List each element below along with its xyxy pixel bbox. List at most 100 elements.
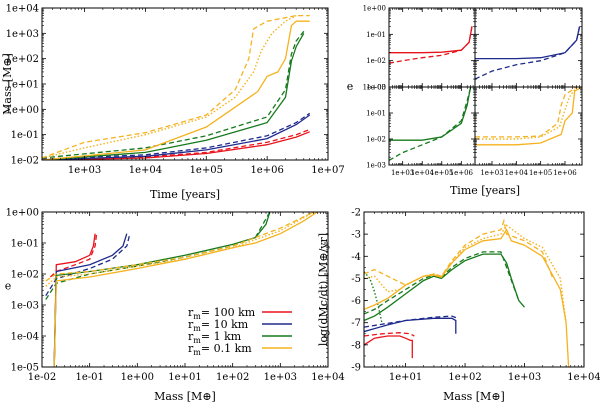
y-tick-label: -8 xyxy=(351,340,361,351)
legend-label: rm= 0.1 km xyxy=(188,342,252,357)
ecc-time-grid: 1e-031e-021e-011e+001e+031e+041e+051e+06… xyxy=(347,5,583,197)
series-line-r1-solid xyxy=(389,87,472,141)
x-tick-label: 1e+02 xyxy=(448,372,481,383)
legend-entry-r01: rm= 0.1 km xyxy=(188,342,292,357)
series-line-r1-solid xyxy=(42,32,305,160)
x-tick-label: 1e+04 xyxy=(411,169,435,177)
x-tick-label: 1e+06 xyxy=(553,169,577,177)
series-line-r10-dashed xyxy=(45,233,131,297)
accretion-rate-panel: 1e+01 1e+02 1e+03 1e+04 -9 -8 -7 -6 -5 -4 -3 -2 Mass… xyxy=(317,208,600,404)
x-tick-label: 1e+05 xyxy=(430,169,453,177)
x-tick-label: 1e+04 xyxy=(311,372,344,383)
y-tick-label: 1e+02 xyxy=(6,54,39,65)
y-tick-label: 1e-03 xyxy=(366,162,386,170)
ecc-subpanel-r01: 1e+03 1e+04 1e+05 1e+06 xyxy=(474,86,583,177)
x-tick-label: 1e+04 xyxy=(567,372,600,383)
y-tick-label: 1e-01 xyxy=(11,130,39,141)
series-line-r01-dotted xyxy=(364,224,567,323)
y-tick-label: -4 xyxy=(351,252,361,263)
x-tick-label: 1e+01 xyxy=(389,372,422,383)
series-line-r10-dashed xyxy=(42,112,311,160)
y-tick-label: 1e-04 xyxy=(11,332,39,343)
x-tick-label: 1e-01 xyxy=(75,372,103,383)
x-tick-label: 1e+05 xyxy=(529,169,552,177)
series-line-r100-solid xyxy=(364,335,413,359)
x-tick-label: 1e+01 xyxy=(168,372,201,383)
series-line-r01-solid xyxy=(42,20,310,160)
legend-entry-r1: rm= 1 km xyxy=(188,330,292,345)
x-tick-label: 1e+02 xyxy=(216,372,249,383)
y-tick-label: 1e+00 xyxy=(363,84,386,92)
y-axis-label: e xyxy=(5,280,12,293)
x-axis-label: Mass [M⊕] xyxy=(443,390,505,403)
y-tick-label: -2 xyxy=(351,208,361,219)
y-tick-label: 1e-01 xyxy=(11,239,39,250)
x-axis-label: Mass [M⊕] xyxy=(154,390,216,403)
series-line-r10-dashed xyxy=(364,315,458,328)
series-line-r01-dashed xyxy=(364,218,554,286)
series-line-r1-solid xyxy=(53,212,271,367)
series-line-r01-dotted xyxy=(42,14,297,159)
series-line-r10-dashed xyxy=(475,26,581,80)
legend-label: rm= 10 km xyxy=(188,318,249,333)
y-axis-label: Mass [M⊕] xyxy=(1,53,14,115)
y-tick-label: 1e+00 xyxy=(6,208,39,219)
series-line-r100-solid xyxy=(42,131,310,160)
series-line-r10-solid xyxy=(42,114,311,160)
x-tick-label: 1e+03 xyxy=(68,165,101,176)
y-tick-label: -5 xyxy=(351,274,361,285)
y-tick-label: -7 xyxy=(351,318,361,329)
x-tick-label: 1e+03 xyxy=(391,169,414,177)
x-tick-label: 1e+00 xyxy=(121,372,154,383)
y-tick-label: 1e+04 xyxy=(6,4,39,15)
ecc-subpanel-r10 xyxy=(474,7,583,88)
y-tick-label: 1e-02 xyxy=(366,136,386,144)
x-tick-label: 1e+06 xyxy=(450,169,474,177)
legend-entry-r100: rm= 100 km xyxy=(188,306,292,321)
x-tick-label: 1e+03 xyxy=(264,372,297,383)
series-line-r1-solid xyxy=(364,253,525,322)
legend-entry-r10: rm= 10 km xyxy=(188,318,292,333)
series-line-r01-dotted xyxy=(45,212,315,287)
x-tick-label: 1e+04 xyxy=(505,169,529,177)
y-tick-label: -3 xyxy=(351,230,361,241)
ecc-mass-panel: 1e-02 1e-01 1e+00 1e+01 1e+02 1e+03 1e+04 1e-05… xyxy=(5,208,345,404)
series-line-r100-dashed xyxy=(364,332,415,337)
y-axis-label: log(dMc/dt) [M⊕/yr] xyxy=(317,233,330,346)
series-line-r100-dashed xyxy=(49,233,98,278)
y-tick-label: -9 xyxy=(351,363,361,374)
y-tick-label: 1e-03 xyxy=(11,301,39,312)
legend-label: rm= 1 km xyxy=(188,330,242,345)
series-line-r10-solid xyxy=(364,317,457,334)
mass-time-panel: 1e+03 1e+04 1e+05 1e+06 1e+07 1e-02 1e-01 1e+00… xyxy=(1,4,345,202)
x-tick-label: 1e+04 xyxy=(129,165,162,176)
series-line-r100-dashed xyxy=(389,26,473,64)
series-line-r01-dashed xyxy=(475,87,577,138)
y-tick-label: 1e+00 xyxy=(363,5,386,13)
series-line-r01-dashed xyxy=(45,212,314,282)
legend-label: rm= 100 km xyxy=(188,306,256,321)
y-tick-label: 1e-01 xyxy=(366,31,386,39)
series-line-r100-solid xyxy=(389,26,473,54)
ecc-subpanel-r100: 1e-03 1e-02 1e-01 1e+00 xyxy=(363,5,476,92)
x-tick-label: 1e-02 xyxy=(28,372,56,383)
y-tick-label: 1e-02 xyxy=(11,156,39,167)
y-tick-label: 1e-03 xyxy=(366,84,386,92)
y-tick-label: 1e-02 xyxy=(11,270,39,281)
y-tick-label: 1e+00 xyxy=(6,105,39,116)
y-tick-label: 1e+03 xyxy=(6,29,39,40)
y-tick-label: 1e+01 xyxy=(6,80,39,91)
y-tick-label: -6 xyxy=(351,296,361,307)
series-line-r01-solid xyxy=(475,87,582,146)
x-axis-label: Time [years] xyxy=(450,184,520,197)
x-tick-label: 1e+03 xyxy=(480,169,503,177)
x-tick-label: 1e+05 xyxy=(190,165,223,176)
series-line-r01-dashed xyxy=(42,14,310,159)
y-tick-label: 1e-01 xyxy=(366,110,386,118)
series-line-r1-dashed xyxy=(389,87,472,161)
x-axis-label: Time [years] xyxy=(150,188,220,201)
y-tick-label: 1e-02 xyxy=(366,57,386,65)
